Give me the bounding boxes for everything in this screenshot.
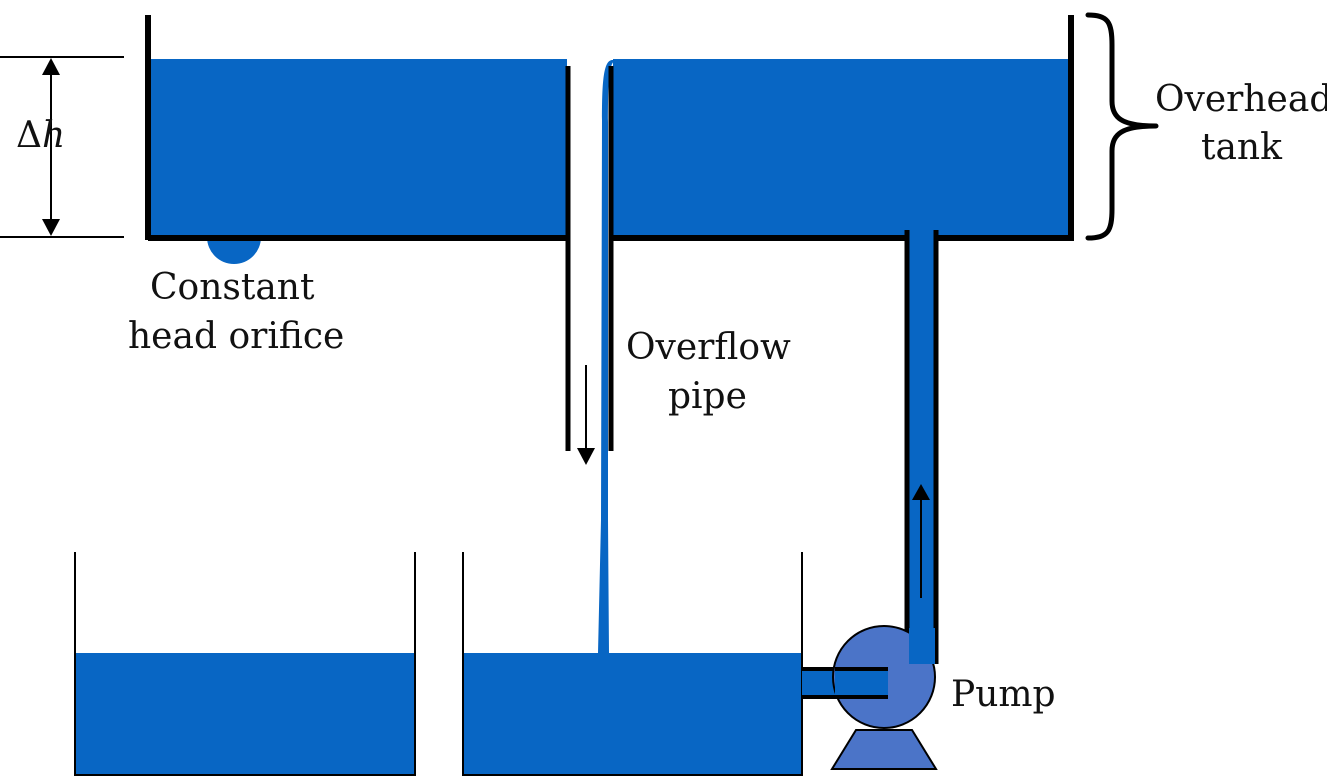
pump-label: Pump <box>951 674 1056 715</box>
pump-supply-pipe <box>904 230 939 664</box>
overhead-tank-label-line-2: tank <box>1201 127 1283 168</box>
overflow-flow-arrowhead <box>577 448 595 465</box>
overflow-water-stream <box>598 60 616 653</box>
pump-discharge-water <box>909 628 935 664</box>
bottom-sump-tank <box>462 552 803 776</box>
overhead-tank-brace <box>1085 12 1159 241</box>
overhead-tank-right-water <box>613 59 1071 237</box>
pump-inlet-water <box>835 669 888 699</box>
orifice-label-line-2: head orifice <box>128 316 344 357</box>
delta-h-dimension: Δh <box>0 56 124 238</box>
overflow-pipe <box>565 66 614 465</box>
overhead-tank-left-water <box>151 59 567 237</box>
overhead-tank-walls <box>145 15 1074 241</box>
overflow-pipe-label-line-2: pipe <box>668 376 747 417</box>
supply-pipe-water <box>909 230 935 664</box>
delta-h-down-arrowhead <box>42 219 60 236</box>
supply-flow-arrowhead <box>912 484 930 500</box>
orifice-label-line-1: Constant <box>150 267 315 308</box>
bottom-left-tank <box>74 552 416 776</box>
bottom-sump-tank-water <box>463 653 802 775</box>
delta-h-up-arrowhead <box>42 58 60 75</box>
pump <box>830 625 938 770</box>
bottom-left-tank-water <box>75 653 415 775</box>
delta-h-label: Δh <box>16 115 65 156</box>
overflow-pipe-label-line-1: Overflow <box>626 327 791 368</box>
constant-head-orifice-outflow <box>207 237 261 264</box>
overhead-tank-label-line-1: Overhead <box>1155 79 1327 120</box>
pump-base <box>830 729 938 770</box>
